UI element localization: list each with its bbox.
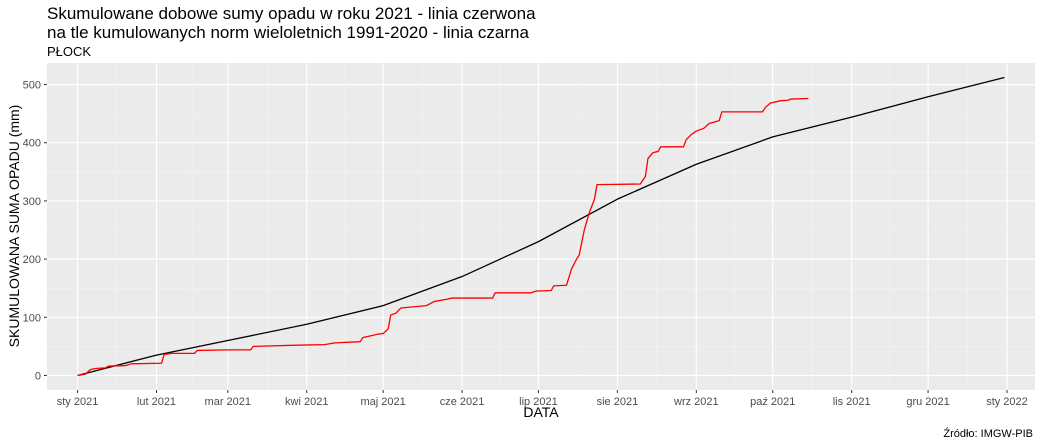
- x-tick-label: lip 2021: [519, 396, 558, 408]
- x-tick-label: kwi 2021: [285, 396, 328, 408]
- x-tick-label: sty 2021: [57, 396, 99, 408]
- x-tick-label: wrz 2021: [673, 396, 719, 408]
- y-tick-label: 400: [23, 138, 41, 150]
- y-tick-label: 100: [23, 312, 41, 324]
- y-tick-label: 300: [23, 196, 41, 208]
- series-layer: [77, 76, 1005, 377]
- x-tick-label: gru 2021: [906, 396, 949, 408]
- x-tick-label: paź 2021: [750, 396, 795, 408]
- x-axis-title: DATA: [523, 404, 559, 420]
- y-tick-label: 200: [23, 254, 41, 266]
- normal-cumulative-line: [77, 76, 1005, 377]
- plot-panel: [47, 63, 1035, 390]
- x-tick-label: sie 2021: [597, 396, 639, 408]
- chart-subtitle: PŁOCK: [47, 44, 91, 59]
- y-tick-label: 0: [35, 370, 41, 382]
- y-axis-title: SKUMULOWANA SUMA OPADU (mm): [6, 105, 22, 348]
- x-tick-label: sty 2022: [986, 396, 1028, 408]
- chart-title-line-2: na tle kumulowanych norm wieloletnich 19…: [47, 23, 529, 42]
- grid-layer: [47, 63, 1035, 390]
- x-tick-label: mar 2021: [205, 396, 251, 408]
- x-axis: sty 2021 lut 2021 mar 2021 kwi 2021 maj 2021…: [57, 390, 1028, 408]
- y-tick-label: 500: [23, 80, 41, 92]
- observed-2021-cumulative-line: [77, 97, 809, 377]
- x-tick-label: cze 2021: [440, 396, 485, 408]
- chart-title-line-1: Skumulowane dobowe sumy opadu w roku 202…: [47, 4, 536, 23]
- x-tick-label: maj 2021: [360, 396, 405, 408]
- y-axis: 0 100 200 300 400 500: [23, 80, 47, 382]
- source-caption: Źródło: IMGW-PIB: [943, 427, 1033, 440]
- x-tick-label: lis 2021: [833, 396, 871, 408]
- x-tick-label: lut 2021: [137, 396, 176, 408]
